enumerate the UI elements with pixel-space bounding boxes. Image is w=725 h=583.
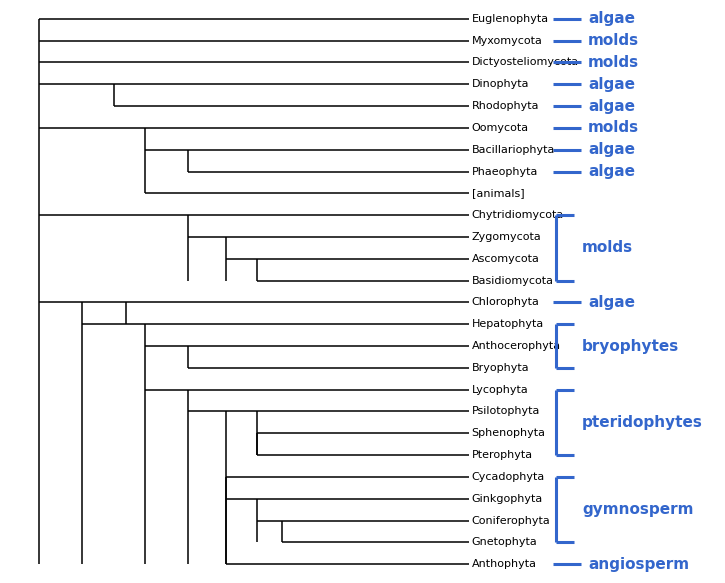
Text: bryophytes: bryophytes: [582, 339, 679, 353]
Text: Lycophyta: Lycophyta: [472, 385, 529, 395]
Text: Pterophyta: Pterophyta: [472, 450, 533, 460]
Text: Psilotophyta: Psilotophyta: [472, 406, 540, 416]
Text: pteridophytes: pteridophytes: [582, 415, 703, 430]
Text: gymnosperm: gymnosperm: [582, 502, 693, 517]
Text: Cycadophyta: Cycadophyta: [472, 472, 545, 482]
Text: algae: algae: [588, 11, 635, 26]
Text: algae: algae: [588, 142, 635, 157]
Text: angiosperm: angiosperm: [588, 557, 689, 572]
Text: algae: algae: [588, 77, 635, 92]
Text: Sphenophyta: Sphenophyta: [472, 429, 546, 438]
Text: Euglenophyta: Euglenophyta: [472, 14, 549, 24]
Text: Hepatophyta: Hepatophyta: [472, 319, 544, 329]
Text: Oomycota: Oomycota: [472, 123, 529, 133]
Text: Basidiomycota: Basidiomycota: [472, 276, 554, 286]
Text: molds: molds: [588, 33, 639, 48]
Text: Chlorophyta: Chlorophyta: [472, 297, 539, 307]
Text: algae: algae: [588, 99, 635, 114]
Text: algae: algae: [588, 164, 635, 179]
Text: Chytridiomycota: Chytridiomycota: [472, 210, 564, 220]
Text: Anthophyta: Anthophyta: [472, 559, 536, 569]
Text: Bacillariophyta: Bacillariophyta: [472, 145, 555, 154]
Text: molds: molds: [588, 121, 639, 135]
Text: molds: molds: [582, 240, 633, 255]
Text: Ginkgophyta: Ginkgophyta: [472, 494, 543, 504]
Text: Rhodophyta: Rhodophyta: [472, 101, 539, 111]
Text: Anthocerophyta: Anthocerophyta: [472, 341, 561, 351]
Text: Coniferophyta: Coniferophyta: [472, 515, 550, 525]
Text: Dictyosteliomycota: Dictyosteliomycota: [472, 58, 579, 68]
Text: [animals]: [animals]: [472, 188, 524, 198]
Text: Gnetophyta: Gnetophyta: [472, 538, 537, 547]
Text: algae: algae: [588, 295, 635, 310]
Text: molds: molds: [588, 55, 639, 70]
Text: Dinophyta: Dinophyta: [472, 79, 529, 89]
Text: Phaeophyta: Phaeophyta: [472, 167, 538, 177]
Text: Zygomycota: Zygomycota: [472, 232, 542, 242]
Text: Ascomycota: Ascomycota: [472, 254, 539, 264]
Text: Bryophyta: Bryophyta: [472, 363, 529, 373]
Text: Myxomycota: Myxomycota: [472, 36, 542, 45]
